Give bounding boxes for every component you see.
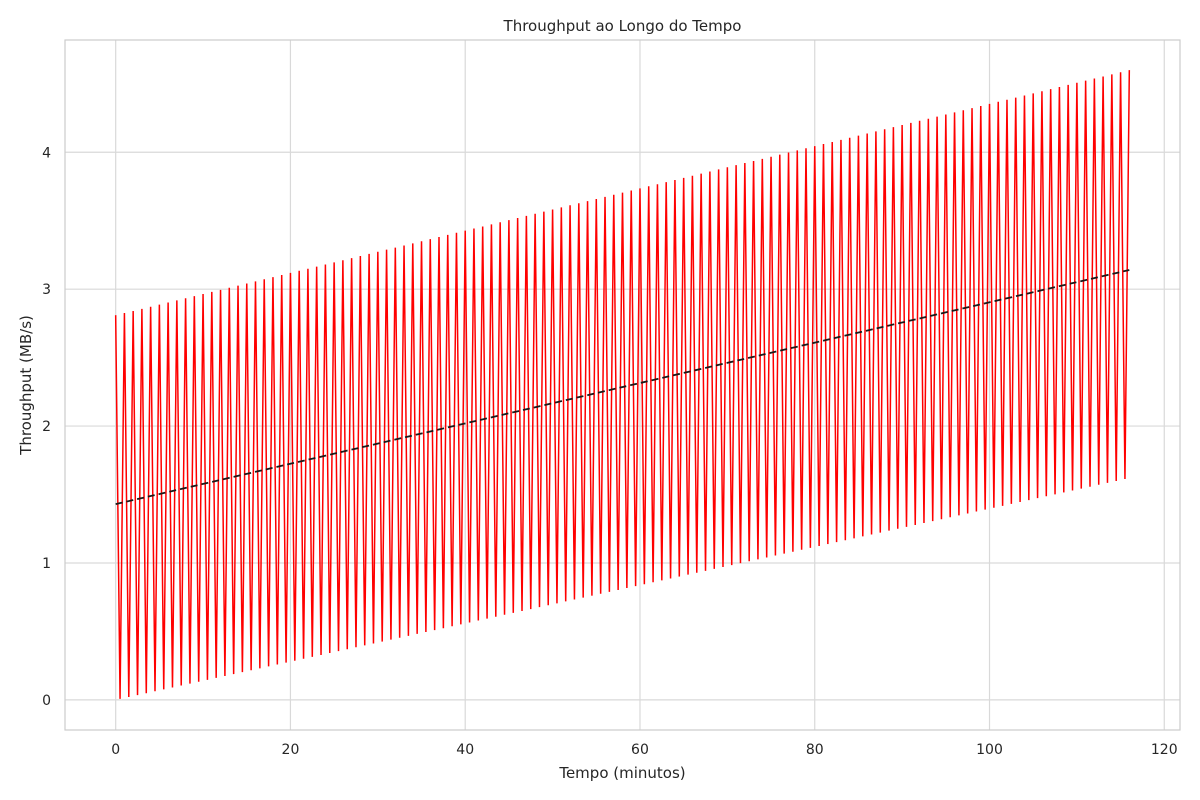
plot-data (114, 70, 1131, 699)
x-tick-label: 20 (282, 742, 300, 758)
y-tick-label: 4 (42, 145, 51, 161)
y-tick-label: 2 (42, 419, 51, 435)
y-tick-label: 0 (42, 693, 51, 709)
trend-line (115, 269, 1130, 505)
y-tick-label: 1 (42, 556, 51, 572)
chart-title: Throughput ao Longo do Tempo (503, 17, 742, 35)
x-tick-label: 80 (806, 742, 824, 758)
x-tick-label: 60 (631, 742, 649, 758)
throughput-series-line (114, 70, 1131, 699)
x-tick-label: 40 (456, 742, 474, 758)
x-tick-label: 0 (111, 742, 120, 758)
y-tick-label: 3 (42, 282, 51, 298)
y-axis-label: Throughput (MB/s) (17, 315, 35, 456)
x-axis-label: Tempo (minutos) (558, 764, 685, 782)
plot-frame (64, 39, 1181, 731)
x-tick-label: 120 (1151, 742, 1178, 758)
x-tick-label: 100 (976, 742, 1003, 758)
tick-labels: 0 20 40 60 80 100 120 0 1 2 3 4 (42, 145, 1178, 758)
